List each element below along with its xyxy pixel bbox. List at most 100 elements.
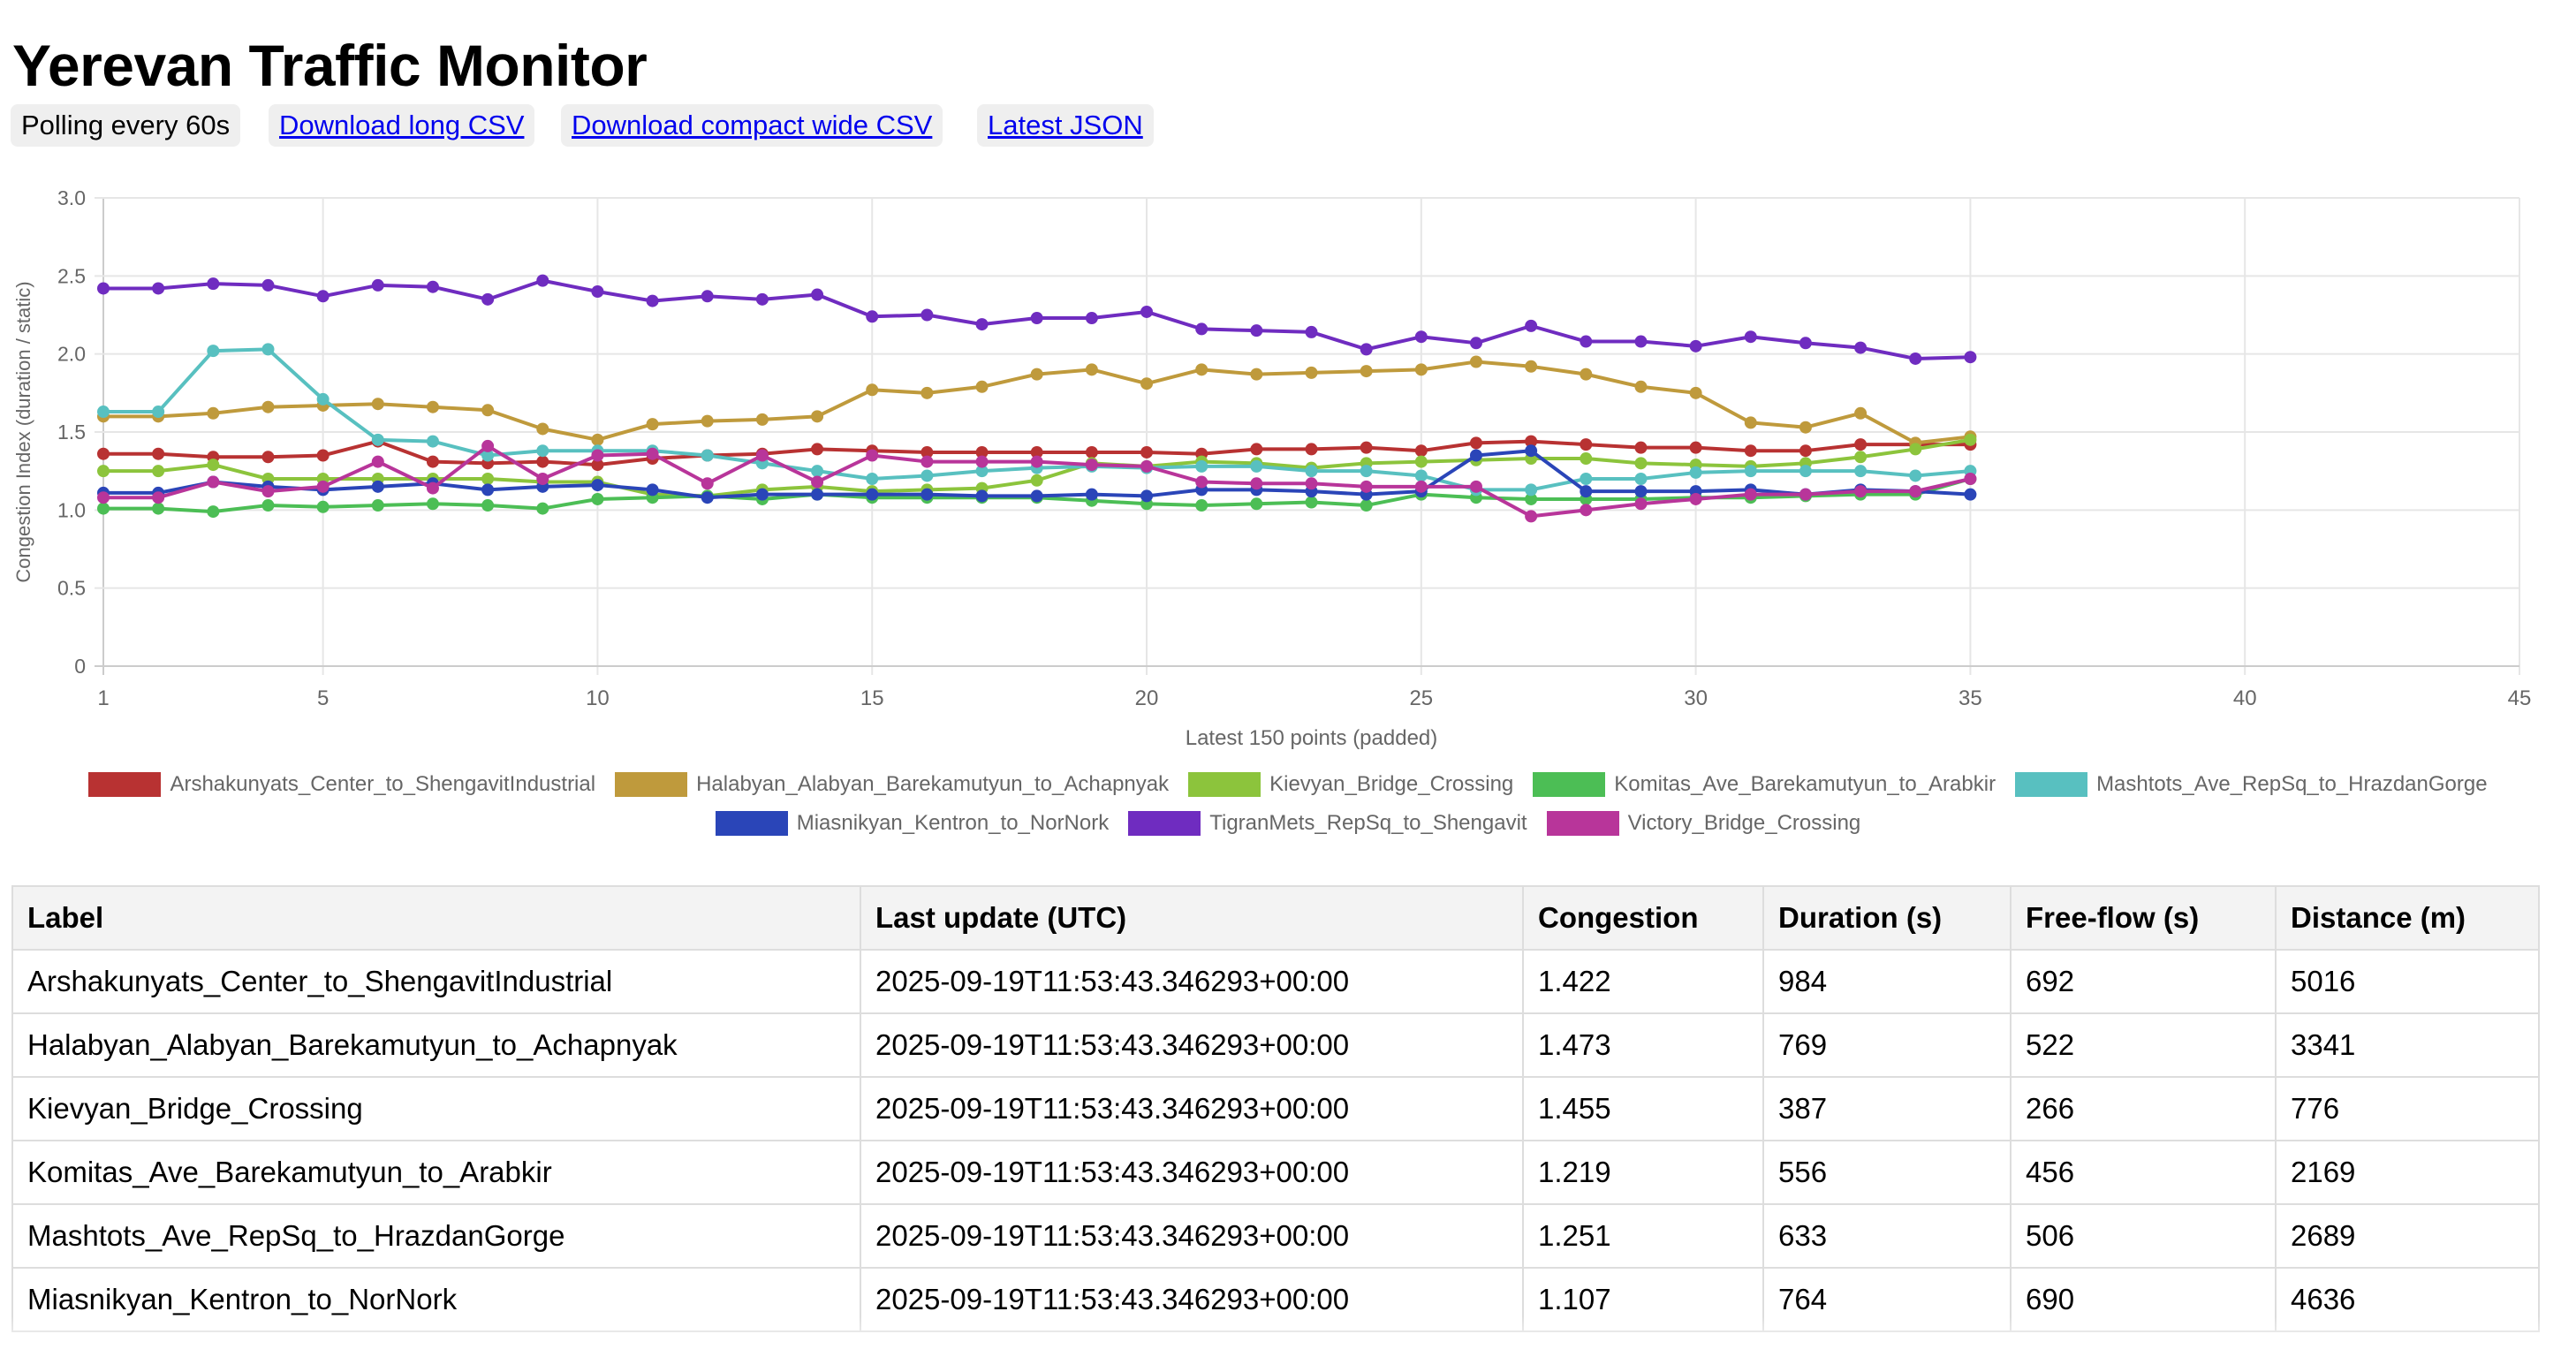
- legend-label: Kievyan_Bridge_Crossing: [1269, 772, 1514, 796]
- table-row: Arshakunyats_Center_to_ShengavitIndustri…: [11, 949, 2540, 1014]
- legend-item[interactable]: Halabyan_Alabyan_Barekamutyun_to_Achapny…: [615, 772, 1169, 797]
- column-header[interactable]: Label: [11, 885, 861, 951]
- legend-swatch: [715, 811, 788, 836]
- table-row: Miasnikyan_Kentron_to_NorNork 2025-09-19T…: [11, 1267, 2540, 1332]
- data-point: [1689, 466, 1702, 479]
- table-cell: 2689: [2275, 1203, 2540, 1269]
- table-cell: 690: [2010, 1267, 2277, 1332]
- data-point: [316, 392, 330, 406]
- column-header[interactable]: Last update (UTC): [860, 885, 1524, 951]
- data-point: [1744, 444, 1757, 458]
- data-point: [1799, 444, 1812, 458]
- data-point: [1525, 444, 1538, 458]
- legend-item[interactable]: Miasnikyan_Kentron_to_NorNork: [715, 811, 1109, 836]
- page-title: Yerevan Traffic Monitor: [12, 33, 648, 98]
- legend-item[interactable]: Mashtots_Ave_RepSq_to_HrazdanGorge: [2015, 772, 2488, 797]
- data-point: [591, 285, 604, 298]
- data-point: [866, 383, 879, 397]
- data-point: [1744, 330, 1757, 344]
- data-point: [1799, 488, 1812, 501]
- data-point: [975, 465, 989, 478]
- data-point: [1469, 449, 1482, 462]
- download-compact-wide-csv-link[interactable]: Download compact wide CSV: [572, 110, 933, 140]
- y-axis-label: Congestion Index (duration / static): [12, 281, 34, 582]
- latest-json-link[interactable]: Latest JSON: [988, 110, 1143, 140]
- legend-item[interactable]: Kievyan_Bridge_Crossing: [1188, 772, 1513, 797]
- data-point: [261, 400, 275, 413]
- table-row: Mashtots_Ave_RepSq_to_HrazdanGorge 2025-0…: [11, 1203, 2540, 1269]
- data-point: [1525, 435, 1538, 448]
- legend-item[interactable]: Arshakunyats_Center_to_ShengavitIndustri…: [88, 772, 595, 797]
- data-point: [1964, 351, 1977, 364]
- polling-status: Polling every 60s: [11, 104, 241, 147]
- table-cell: 2025-09-19T11:53:43.346293+00:00: [860, 1203, 1524, 1269]
- data-point: [261, 278, 275, 292]
- x-tick-label: 25: [1409, 686, 1433, 710]
- table-cell: 556: [1762, 1140, 2012, 1205]
- legend-item[interactable]: Victory_Bridge_Crossing: [1546, 811, 1861, 836]
- data-point: [1909, 352, 1922, 365]
- data-point: [207, 505, 220, 519]
- table-cell: 1.422: [1522, 949, 1764, 1014]
- data-point: [701, 290, 714, 303]
- chart-legend-row-2: Miasnikyan_Kentron_to_NorNork TigranMets_…: [0, 807, 2576, 839]
- legend-swatch: [1546, 811, 1619, 836]
- data-point: [1689, 386, 1702, 399]
- data-point: [1195, 475, 1208, 489]
- data-point: [1634, 380, 1648, 393]
- table-cell: 522: [2010, 1012, 2277, 1078]
- data-point: [536, 274, 549, 287]
- table-cell: 2025-09-19T11:53:43.346293+00:00: [860, 1012, 1524, 1078]
- y-tick-label: 0.5: [57, 577, 86, 600]
- y-tick-label: 0: [74, 655, 86, 678]
- data-point: [646, 447, 659, 460]
- legend-item[interactable]: Komitas_Ave_Barekamutyun_to_Arabkir: [1533, 772, 1996, 797]
- data-point: [755, 292, 769, 306]
- data-point: [1030, 368, 1043, 381]
- data-point: [481, 449, 495, 462]
- data-point: [536, 422, 549, 436]
- data-point: [811, 410, 824, 423]
- y-tick-label: 2.5: [57, 264, 86, 287]
- data-point: [591, 492, 604, 505]
- data-point: [1250, 368, 1263, 381]
- column-header[interactable]: Congestion: [1522, 885, 1764, 951]
- legend-label: Komitas_Ave_Barekamutyun_to_Arabkir: [1614, 772, 1996, 796]
- data-point: [207, 459, 220, 472]
- legend-label: Mashtots_Ave_RepSq_to_HrazdanGorge: [2096, 772, 2488, 796]
- column-header[interactable]: Distance (m): [2275, 885, 2540, 951]
- table-cell: 506: [2010, 1203, 2277, 1269]
- column-header[interactable]: Free-flow (s): [2010, 885, 2277, 951]
- data-point: [755, 413, 769, 426]
- data-point: [152, 465, 165, 478]
- data-point: [646, 483, 659, 497]
- x-tick-label: 30: [1684, 686, 1708, 710]
- data-point: [481, 499, 495, 512]
- data-point: [481, 473, 495, 485]
- table-cell: 1.473: [1522, 1012, 1764, 1078]
- column-header[interactable]: Duration (s): [1762, 885, 2012, 951]
- data-point: [426, 400, 439, 413]
- table-cell: Komitas_Ave_Barekamutyun_to_Arabkir: [11, 1140, 861, 1205]
- data-point: [1085, 312, 1098, 325]
- data-point: [755, 449, 769, 462]
- download-long-csv-link[interactable]: Download long CSV: [279, 110, 525, 140]
- data-point: [1250, 497, 1263, 511]
- data-point: [1634, 335, 1648, 348]
- legend-item[interactable]: TigranMets_RepSq_to_Shengavit: [1128, 811, 1527, 836]
- data-point: [371, 433, 384, 446]
- data-point: [591, 433, 604, 446]
- data-point: [975, 380, 989, 393]
- download-compact-csv-pill: Download compact wide CSV: [561, 104, 943, 147]
- data-point: [811, 475, 824, 489]
- data-point: [207, 406, 220, 420]
- data-point: [1140, 489, 1154, 503]
- data-point: [1909, 443, 1922, 456]
- data-point: [261, 343, 275, 356]
- data-point: [1854, 451, 1868, 464]
- data-point: [591, 449, 604, 462]
- legend-label: Victory_Bridge_Crossing: [1627, 811, 1861, 835]
- y-tick-label: 3.0: [57, 186, 86, 209]
- data-point: [1469, 355, 1482, 368]
